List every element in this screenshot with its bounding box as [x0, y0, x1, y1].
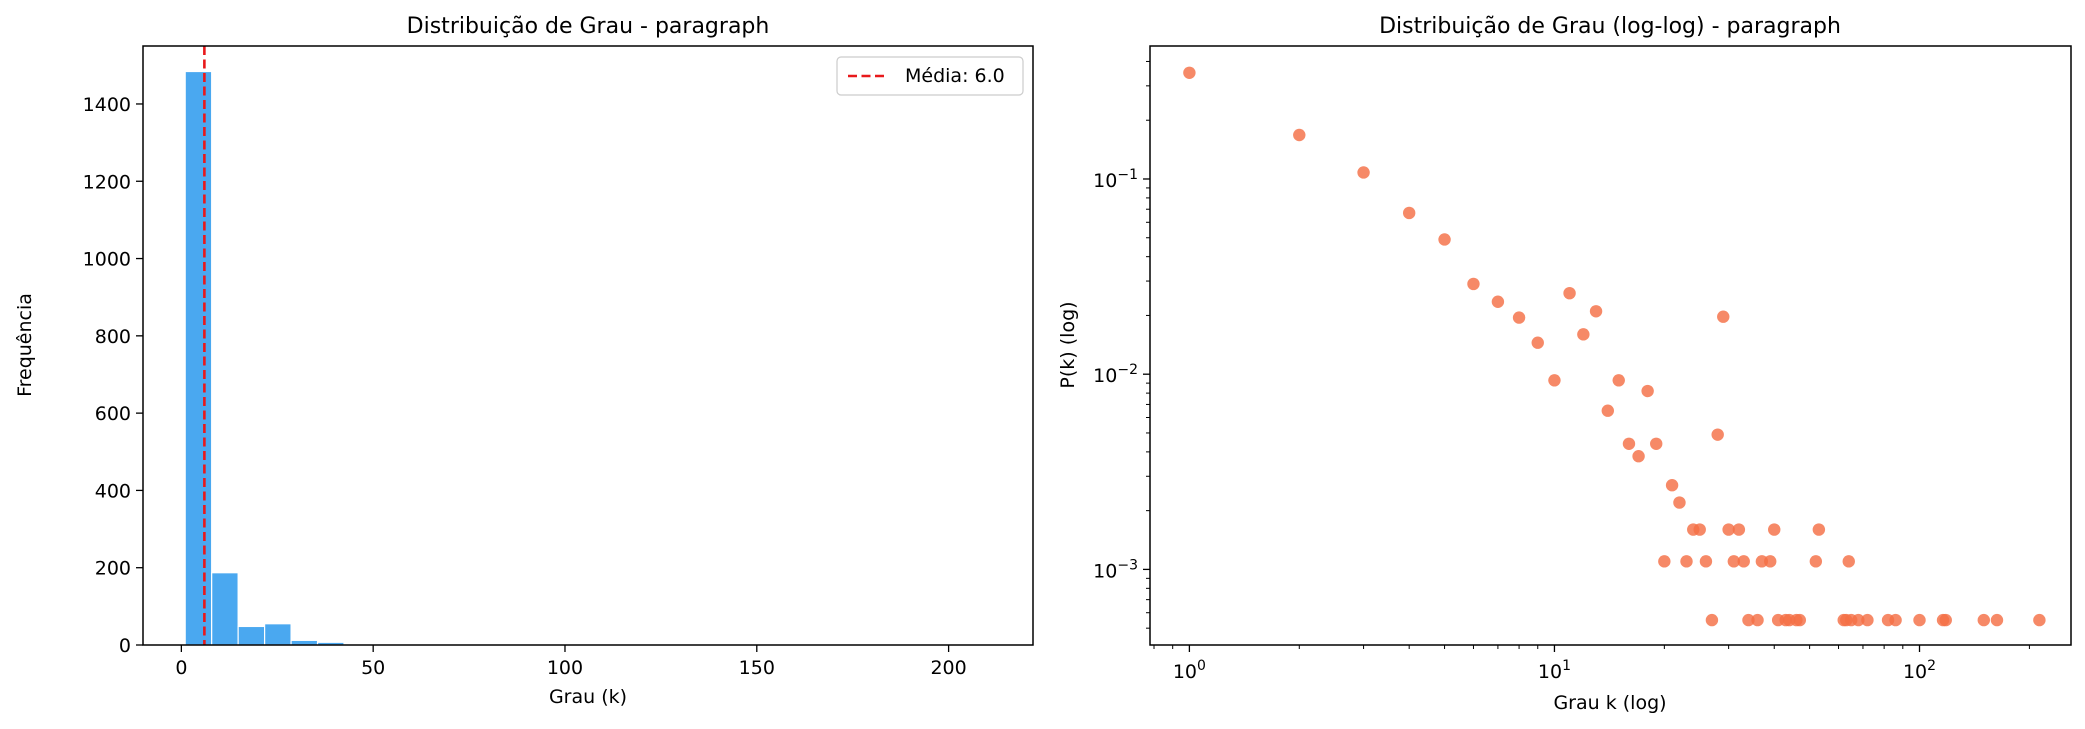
x-tick-label: 101	[1538, 658, 1571, 683]
scatter-point	[1357, 166, 1370, 179]
scatter-point	[1589, 305, 1603, 318]
scatter-point	[1693, 523, 1706, 536]
scatter-point	[1467, 277, 1480, 291]
histogram-x-ticks: 0 50 100 150 200	[175, 645, 967, 679]
x-tick-label: 0	[175, 657, 187, 679]
y-tick-label: 600	[95, 403, 131, 425]
y-tick-label: 10−1	[1093, 167, 1138, 192]
x-tick-label: 100	[1173, 658, 1206, 683]
y-tick-label: 1000	[83, 249, 131, 271]
y-tick-label: 400	[95, 480, 131, 502]
scatter-point	[1793, 613, 1807, 627]
x-tick-label: 150	[739, 657, 775, 679]
y-tick-label: 1200	[83, 171, 131, 193]
scatter-point	[1727, 555, 1741, 568]
histogram-axes-frame	[142, 45, 1034, 646]
scatter-point	[1722, 523, 1735, 536]
scatter-y-axis-label: P(k) (log)	[1057, 301, 1079, 388]
scatter-point	[1732, 523, 1746, 536]
scatter-point	[1665, 479, 1679, 492]
scatter-point	[1699, 555, 1713, 568]
scatter-point	[1913, 613, 1926, 627]
scatter-point	[1990, 613, 2004, 627]
y-tick-label: 0	[119, 635, 131, 657]
x-tick-label: 50	[361, 657, 385, 679]
scatter-point	[1577, 328, 1590, 341]
histogram-bar	[264, 623, 292, 646]
scatter-point	[1711, 428, 1724, 441]
scatter-x-axis-label: Grau k (log)	[1553, 692, 1666, 714]
x-tick-label: 200	[930, 657, 966, 679]
scatter-point	[1641, 384, 1654, 398]
scatter-point	[1563, 286, 1576, 300]
scatter-point	[1889, 613, 1902, 627]
scatter-point	[1548, 374, 1561, 387]
scatter-point	[1939, 613, 1952, 627]
scatter-point	[1977, 613, 1990, 627]
y-tick-label: 1400	[83, 94, 131, 116]
scatter-point	[1680, 555, 1693, 568]
scatter-point	[1612, 374, 1625, 387]
scatter-point	[1293, 128, 1306, 142]
scatter-point	[1491, 295, 1505, 308]
scatter-point	[1737, 555, 1750, 568]
scatter-point	[1512, 311, 1526, 324]
histogram-y-ticks: 0 200 400 600 800 1000 1200 1400	[83, 94, 143, 657]
x-tick-label: 100	[547, 657, 583, 679]
histogram-y-axis-label: Frequência	[14, 293, 36, 397]
scatter-x-ticks: 100 101 102	[1173, 645, 1936, 683]
scatter-point	[1438, 233, 1451, 246]
histogram-panel: 0 50 100 150 200 0 200 400 600 800 1000 1200 1400 D…	[14, 14, 1034, 708]
scatter-point	[1768, 523, 1781, 536]
scatter-points	[1183, 66, 2046, 627]
scatter-point	[2033, 613, 2046, 627]
scatter-point	[1632, 450, 1645, 463]
scatter-point	[1764, 555, 1777, 568]
histogram-legend: Média: 6.0	[836, 56, 1024, 96]
y-tick-label: 800	[95, 326, 131, 348]
histogram-bar	[211, 572, 239, 646]
histogram-x-axis-label: Grau (k)	[549, 686, 627, 708]
scatter-point	[1742, 613, 1755, 627]
legend-box	[836, 56, 1024, 96]
scatter-point	[1861, 613, 1874, 627]
scatter-point	[1622, 437, 1636, 451]
scatter-point	[1531, 336, 1544, 349]
scatter-point	[1650, 437, 1663, 451]
legend-label-mean: Média: 6.0	[905, 65, 1005, 87]
scatter-title: Distribuição de Grau (log-log) - paragra…	[1379, 14, 1841, 39]
x-tick-label: 102	[1903, 658, 1936, 683]
scatter-y-ticks: 10−3 10−2 10−1	[1093, 167, 1150, 582]
scatter-point	[1705, 613, 1719, 627]
scatter-point	[1852, 613, 1865, 627]
scatter-point	[1812, 523, 1826, 536]
y-tick-label: 10−2	[1093, 362, 1138, 387]
scatter-point	[1717, 310, 1730, 323]
scatter-point	[1673, 496, 1686, 509]
y-tick-label: 200	[95, 558, 131, 580]
scatter-axes-frame	[1149, 45, 2072, 646]
scatter-point	[1658, 555, 1671, 568]
scatter-point	[1751, 613, 1764, 627]
scatter-point	[1809, 555, 1823, 568]
scatter-point	[1402, 206, 1416, 220]
y-tick-label: 10−3	[1093, 557, 1138, 582]
scatter-point	[1601, 404, 1614, 417]
scatter-panel: 100 101 102 10−3 10−2 10−1 Distribuição de G…	[1057, 14, 2072, 714]
histogram-bar	[184, 70, 213, 646]
histogram-bar	[237, 625, 266, 646]
scatter-point	[1842, 555, 1855, 568]
scatter-point	[1183, 66, 1196, 79]
histogram-title: Distribuição de Grau - paragraph	[407, 14, 770, 39]
